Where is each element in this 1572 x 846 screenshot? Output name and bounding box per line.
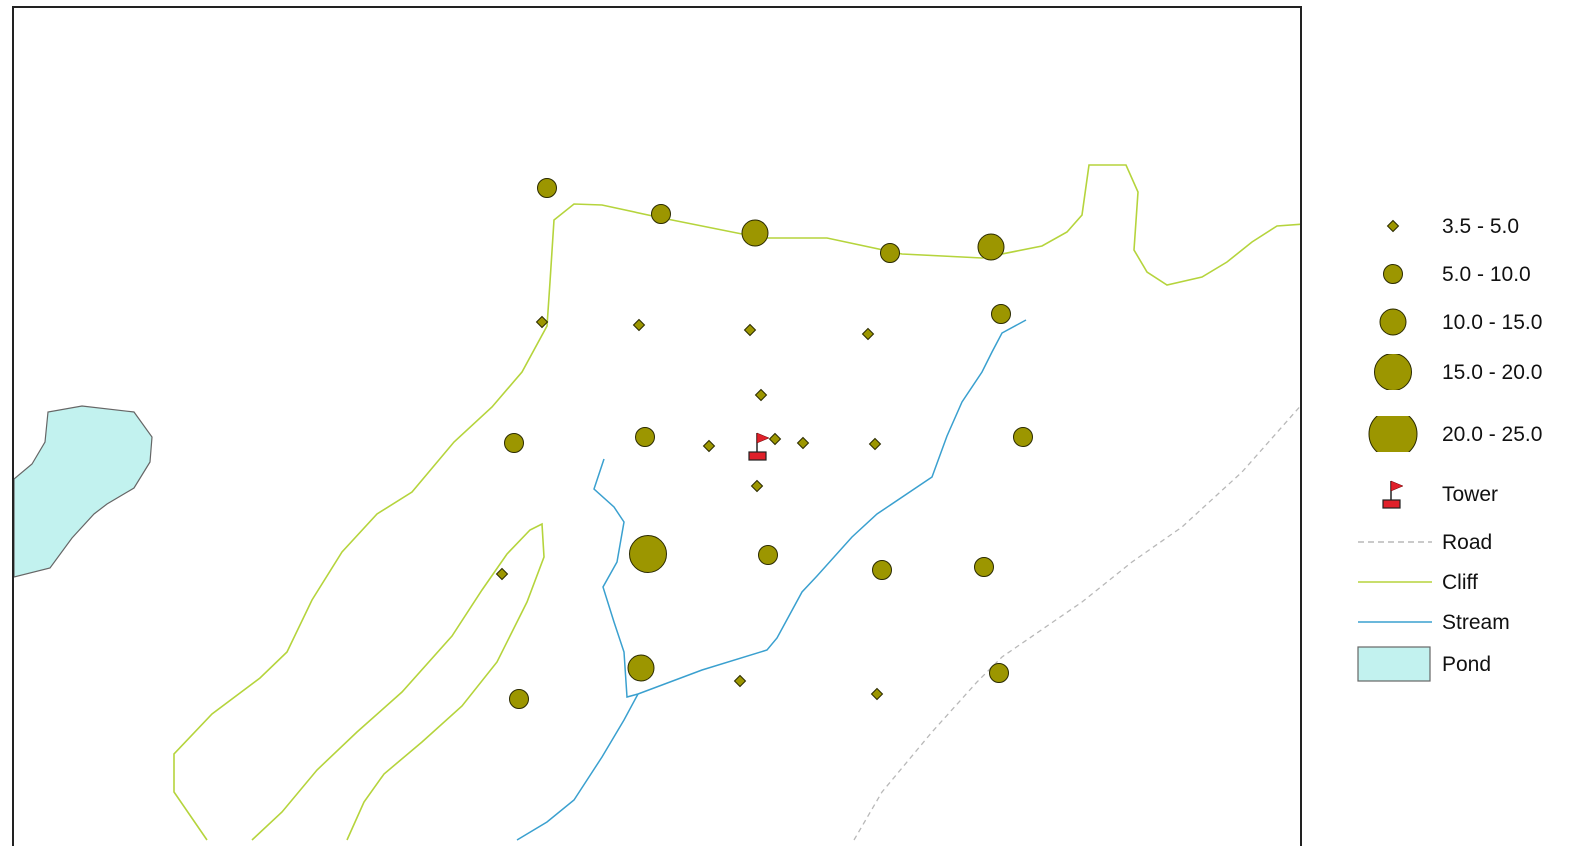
pond-area[interactable] <box>14 405 153 578</box>
legend-label: Pond <box>1442 653 1492 676</box>
pond-layer <box>14 405 153 578</box>
sample-point[interactable] <box>629 535 667 573</box>
legend-tower-marker[interactable] <box>1382 480 1404 509</box>
legend-point-marker[interactable] <box>1368 416 1418 452</box>
cliff-line-swatch <box>1358 581 1432 583</box>
sample-point[interactable] <box>754 388 768 402</box>
sample-point[interactable] <box>750 479 764 493</box>
map-canvas[interactable] <box>14 8 1302 846</box>
sample-point[interactable] <box>741 219 769 247</box>
sample-point[interactable] <box>495 567 509 581</box>
legend-point-marker[interactable] <box>1379 308 1407 336</box>
legend-item: Pond <box>1350 646 1572 682</box>
legend-label: 10.0 - 15.0 <box>1442 311 1543 334</box>
legend-label: 15.0 - 20.0 <box>1442 361 1543 384</box>
legend-label: Cliff <box>1442 571 1478 594</box>
legend-point-symbol <box>1383 264 1403 284</box>
sample-point[interactable] <box>991 304 1011 324</box>
legend-item: 20.0 - 25.0 <box>1350 416 1572 452</box>
sample-point[interactable] <box>733 674 747 688</box>
sample-point[interactable] <box>768 432 782 446</box>
sample-point[interactable] <box>870 687 884 701</box>
sample-point[interactable] <box>1013 427 1033 447</box>
sample-point[interactable] <box>861 327 875 341</box>
sample-point[interactable] <box>796 436 810 450</box>
sample-point[interactable] <box>989 663 1009 683</box>
sample-point[interactable] <box>702 439 716 453</box>
sample-point[interactable] <box>758 545 778 565</box>
legend-item: Stream <box>1350 604 1572 640</box>
sample-point[interactable] <box>535 315 549 329</box>
legend-label: Stream <box>1442 611 1510 634</box>
sample-point[interactable] <box>977 233 1005 261</box>
sample-point[interactable] <box>872 560 892 580</box>
legend-item: 10.0 - 15.0 <box>1350 304 1572 340</box>
legend-item: Cliff <box>1350 564 1572 600</box>
tower-layer <box>748 432 770 461</box>
stream-line-2[interactable] <box>516 693 639 841</box>
legend-item: Road <box>1350 524 1572 560</box>
legend-item: 15.0 - 20.0 <box>1350 354 1572 390</box>
tower-flag-icon <box>1382 480 1404 509</box>
cliff-line-1[interactable] <box>173 164 1302 841</box>
cliff-line-2[interactable] <box>251 522 545 841</box>
sample-point[interactable] <box>537 178 557 198</box>
stream-line-1[interactable] <box>593 319 1027 698</box>
sample-point[interactable] <box>509 689 529 709</box>
stream-layer <box>516 319 1027 841</box>
map-frame <box>12 6 1302 846</box>
legend-point-symbol <box>1368 416 1418 452</box>
legend-item: Tower <box>1350 476 1572 512</box>
legend-point-symbol <box>1379 308 1407 336</box>
legend-label: 5.0 - 10.0 <box>1442 263 1531 286</box>
road-layer <box>853 402 1302 841</box>
sample-point[interactable] <box>974 557 994 577</box>
pond-swatch-icon <box>1357 646 1431 682</box>
road-line-swatch <box>1358 541 1432 543</box>
sample-point[interactable] <box>651 204 671 224</box>
sample-point[interactable] <box>632 318 646 332</box>
stream-line-swatch <box>1358 621 1432 623</box>
road-line[interactable] <box>853 402 1302 841</box>
sample-point[interactable] <box>868 437 882 451</box>
legend-item: 5.0 - 10.0 <box>1350 256 1572 292</box>
tower-icon[interactable] <box>748 432 770 461</box>
legend-point-symbol <box>1374 354 1412 390</box>
sample-point[interactable] <box>880 243 900 263</box>
legend-point-marker[interactable] <box>1386 219 1400 233</box>
map-legend: 3.5 - 5.0 5.0 - 10.0 10.0 - 15.0 15.0 - 20.… <box>1350 200 1572 700</box>
sample-point[interactable] <box>635 427 655 447</box>
legend-point-symbol <box>1386 219 1400 233</box>
legend-label: Tower <box>1442 483 1499 506</box>
sample-point[interactable] <box>504 433 524 453</box>
legend-point-marker[interactable] <box>1383 264 1403 284</box>
legend-point-marker[interactable] <box>1374 354 1412 390</box>
legend-item: 3.5 - 5.0 <box>1350 208 1572 244</box>
sample-points-layer <box>495 178 1033 709</box>
legend-label: 3.5 - 5.0 <box>1442 215 1520 238</box>
sample-point[interactable] <box>627 654 655 682</box>
legend-label: Road <box>1442 531 1493 554</box>
sample-point[interactable] <box>743 323 757 337</box>
cliff-layer <box>173 164 1302 841</box>
legend-label: 20.0 - 25.0 <box>1442 423 1543 446</box>
